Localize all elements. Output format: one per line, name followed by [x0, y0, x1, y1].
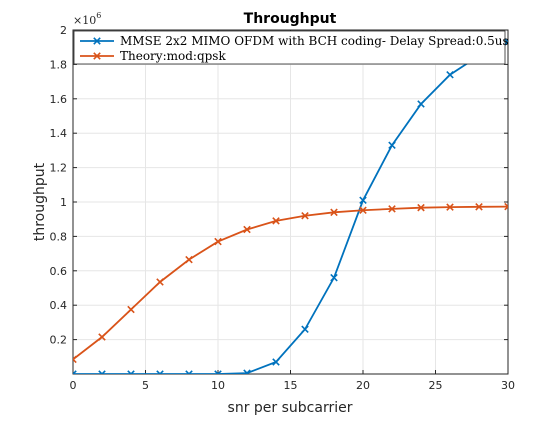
series-1-point: [127, 370, 135, 374]
series-2-point: [359, 206, 367, 215]
y-tick-label: 1.6: [50, 93, 68, 106]
x-tick-label: 10: [211, 379, 225, 392]
x-tick-label: 25: [429, 379, 443, 392]
legend-box: [73, 30, 506, 65]
series-1-point: [272, 358, 280, 366]
series-layer: [73, 38, 508, 374]
x-tick-label: 30: [501, 379, 515, 392]
series-2-point: [185, 255, 193, 264]
series-1-point: [185, 370, 193, 374]
y-axis-exponent: ×106: [73, 11, 101, 27]
series-2-point: [98, 333, 106, 341]
series-1-point: [330, 273, 338, 282]
series-1-line: [73, 41, 508, 374]
series-2-point: [388, 205, 396, 213]
y-axis-title: throughput: [32, 162, 48, 241]
y-tick-label: 1.2: [50, 162, 68, 175]
series-2-point: [446, 203, 454, 211]
series-2: [73, 202, 508, 364]
series-2-point: [301, 211, 309, 220]
legend-items: MMSE 2x2 MIMO OFDM with BCH coding- Dela…: [80, 34, 509, 63]
legend-swatch-marker: [93, 52, 101, 60]
x-tick-label: 15: [284, 379, 298, 392]
series-2-point: [156, 278, 164, 286]
series-1-point: [504, 38, 508, 46]
x-tick-label: 5: [142, 379, 149, 392]
x-tick-label: 20: [356, 379, 370, 392]
series-1-point: [73, 370, 77, 374]
legend-label: MMSE 2x2 MIMO OFDM with BCH coding- Dela…: [120, 34, 509, 48]
y-tick-label: 2: [60, 24, 67, 37]
grid-layer: [72, 29, 509, 374]
series-1: [73, 38, 508, 374]
series-1-point: [156, 370, 164, 374]
legend-swatch-marker: [93, 37, 101, 45]
legend: MMSE 2x2 MIMO OFDM with BCH coding- Dela…: [73, 30, 509, 65]
x-axis-title: snr per subcarrier: [228, 400, 353, 416]
series-1-point: [417, 100, 425, 108]
series-1-point: [243, 369, 251, 374]
series-1-point: [388, 141, 396, 150]
x-tick-label: 0: [70, 379, 77, 392]
series-2-point: [127, 305, 135, 314]
y-tick-label: 0.6: [50, 265, 68, 278]
y-tick-label: 1.4: [50, 127, 68, 140]
series-2-point: [272, 217, 280, 225]
legend-label: Theory:mod:qpsk: [120, 49, 226, 63]
y-tick-label: 1.8: [50, 58, 68, 71]
ticks-layer: 0 5 10 15 20 25 30 0.2 0.4 0.6 0.8 1 1.2 1.4 1.6 1.8 2: [50, 24, 516, 392]
y-axis-exponent-base: ×10: [73, 14, 96, 27]
series-2-point: [330, 208, 338, 217]
series-1-point: [301, 325, 309, 334]
y-axis-exponent-power: 6: [96, 11, 101, 20]
series-2-point: [475, 203, 483, 211]
y-tick-label: 0.8: [50, 230, 68, 243]
series-2-point: [73, 355, 77, 364]
series-1-point: [214, 370, 222, 374]
series-1-point: [98, 370, 106, 374]
y-tick-label: 0.2: [50, 334, 68, 347]
series-2-point: [417, 203, 425, 212]
series-2-point: [214, 237, 222, 246]
y-tick-label: 0.4: [50, 299, 68, 312]
chart-title: Throughput: [244, 11, 337, 27]
series-2-point: [243, 225, 251, 234]
series-1-point: [359, 196, 367, 205]
y-tick-label: 1: [60, 196, 67, 209]
series-2-point: [504, 202, 508, 211]
series-1-point: [446, 70, 454, 79]
series-2-line: [73, 205, 508, 361]
